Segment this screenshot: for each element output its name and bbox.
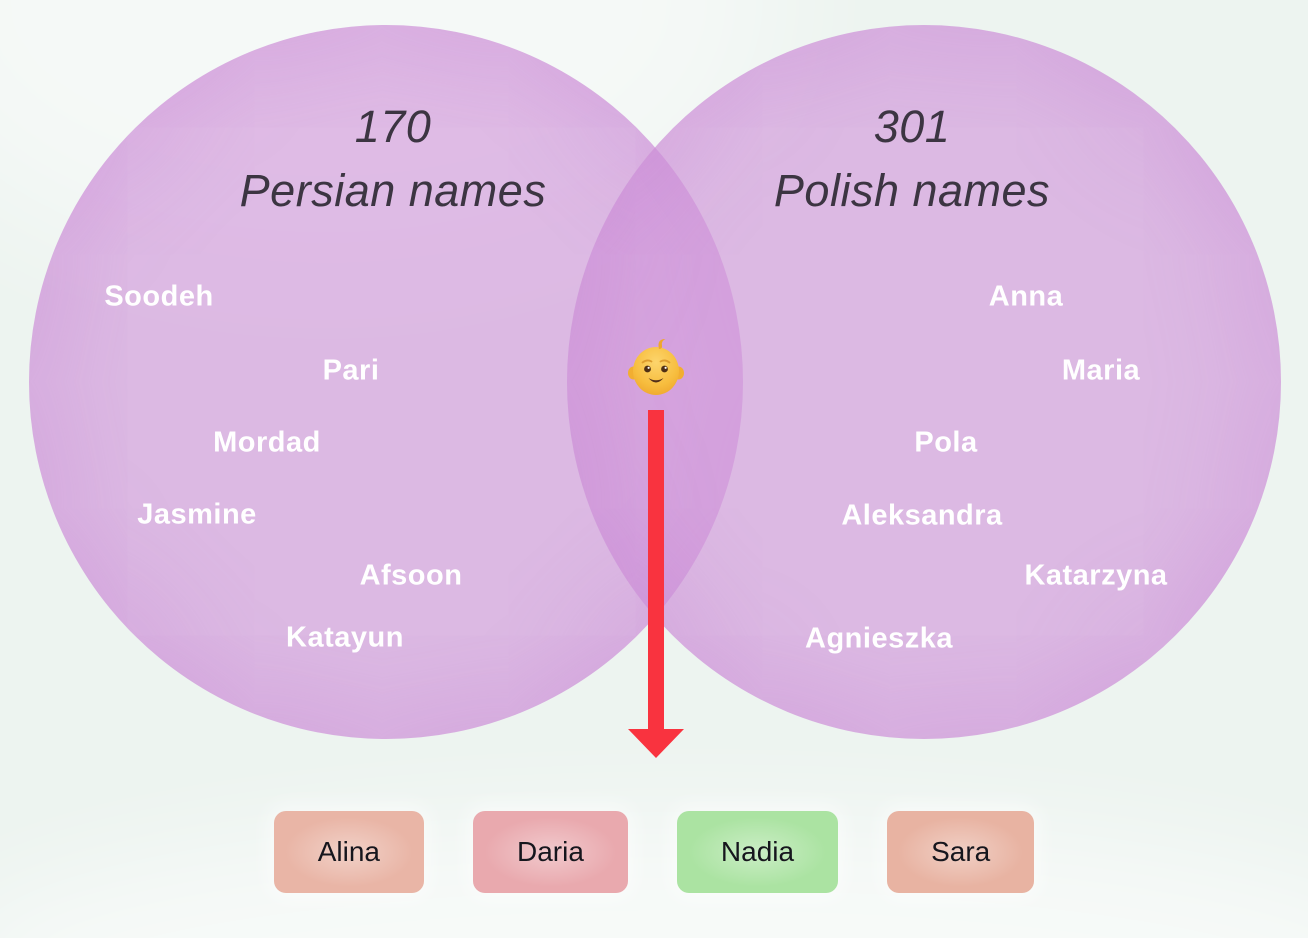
- right-circle-name: Maria: [1061, 354, 1141, 387]
- left-circle-label: Persian names: [239, 165, 547, 216]
- right-circle-name: Aleksandra: [841, 499, 1003, 532]
- right-circle-name: Pola: [914, 426, 978, 459]
- right-venn-circle: [567, 25, 1281, 739]
- right-circle-count: 301: [873, 101, 951, 152]
- right-circle-label: Polish names: [773, 165, 1051, 216]
- down-arrow-shaft: [648, 410, 664, 730]
- left-circle-name: Pari: [322, 354, 380, 387]
- left-circle-title: 170 Persian names: [93, 95, 693, 223]
- right-circle-name: Anna: [988, 280, 1064, 313]
- down-arrow-head: [628, 729, 684, 758]
- answer-button-alina[interactable]: Alina: [273, 811, 424, 893]
- left-circle-name: Katayun: [286, 621, 404, 654]
- answer-button-nadia[interactable]: Nadia: [676, 811, 839, 893]
- right-circle-title: 301 Polish names: [612, 95, 1212, 223]
- answer-button-daria[interactable]: Daria: [473, 811, 628, 893]
- answer-row: Alina Daria Nadia Sara: [0, 811, 1308, 893]
- right-circle-name: Agnieszka: [805, 622, 953, 655]
- left-circle-name: Soodeh: [104, 280, 214, 313]
- left-circle-count: 170: [354, 101, 432, 152]
- left-circle-name: Afsoon: [359, 559, 463, 592]
- baby-icon: [628, 339, 684, 395]
- right-circle-name: Katarzyna: [1024, 559, 1168, 592]
- left-circle-name: Mordad: [213, 426, 321, 459]
- answer-button-sara[interactable]: Sara: [887, 811, 1035, 893]
- left-circle-name: Jasmine: [137, 498, 257, 531]
